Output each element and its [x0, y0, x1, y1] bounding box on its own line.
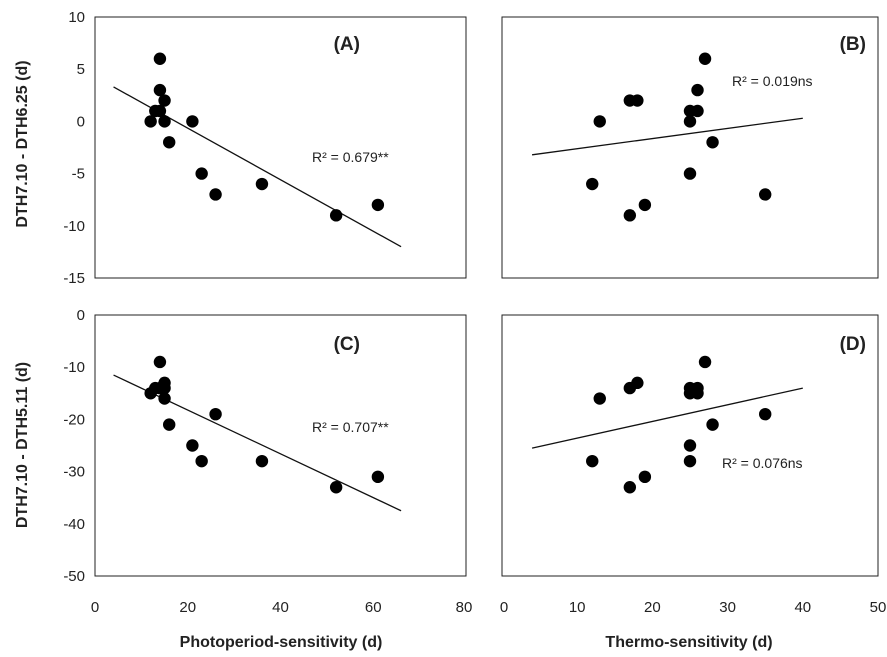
data-point: [153, 104, 167, 118]
panel-label-b: (B): [840, 34, 866, 55]
y-axis-title-top: DTH7.10 - DTH6.25 (d): [14, 60, 31, 227]
plot-frame-a: [94, 16, 467, 279]
data-point: [209, 407, 222, 421]
r-squared-label-d: R² = 0.076ns: [722, 455, 803, 471]
data-point: [371, 470, 385, 484]
trendline-d: [531, 387, 803, 449]
data-point: [706, 418, 719, 431]
data-point: [683, 115, 697, 128]
y-tick-label: -40: [63, 516, 85, 533]
data-point: [163, 418, 176, 431]
data-point: [195, 454, 208, 468]
data-point: [698, 355, 712, 369]
x-tick-label: 20: [179, 599, 196, 616]
data-point: [593, 115, 606, 128]
x-tick-label: 40: [794, 599, 811, 616]
data-point: [158, 381, 171, 395]
x-tick-label: 40: [272, 599, 289, 616]
data-point: [186, 439, 199, 452]
data-point: [586, 177, 599, 191]
data-point: [255, 454, 269, 468]
panel-c: 0 -10 -20 -30 -40 -50 (C) R² = 0.707**: [63, 307, 467, 585]
panel-d: (D) R² = 0.076ns: [501, 314, 879, 577]
panel-a: 10 5 0 -5 -10 -15 0 20 40 60 80 (A) R² = 0.679**: [63, 9, 472, 616]
data-point: [593, 392, 606, 405]
data-point: [706, 136, 719, 149]
data-point: [759, 188, 772, 201]
data-point: [631, 376, 644, 390]
r-squared-label-c: R² = 0.707**: [312, 419, 389, 435]
data-point: [329, 481, 343, 494]
x-tick-label: 0: [500, 599, 508, 616]
data-point: [255, 177, 269, 191]
data-point: [153, 52, 167, 65]
panel-label-d: (D): [840, 334, 866, 355]
trendline-b: [531, 117, 803, 156]
data-point: [195, 167, 208, 180]
data-point: [209, 188, 222, 201]
data-point: [623, 209, 637, 222]
data-point: [759, 407, 772, 421]
data-point: [153, 83, 167, 97]
data-point: [623, 481, 637, 494]
y-tick-label: -15: [63, 270, 85, 287]
data-point: [586, 454, 599, 468]
plot-frame-b: [501, 16, 879, 279]
trendline-c: [113, 374, 402, 512]
data-point: [153, 355, 167, 369]
data-point: [683, 439, 697, 452]
y-tick-label: -5: [72, 166, 85, 183]
y-tick-label: 5: [77, 61, 85, 78]
data-point: [158, 94, 171, 107]
x-tick-label: 20: [644, 599, 661, 616]
y-tick-label: 0: [77, 307, 85, 324]
data-point: [638, 470, 652, 484]
panel-label-a: (A): [334, 34, 360, 55]
y-tick-label: -10: [63, 218, 85, 235]
data-point: [683, 167, 697, 180]
y-tick-label: 10: [68, 9, 85, 26]
x-axis-title-left: Photoperiod-sensitivity (d): [180, 634, 383, 651]
data-point: [144, 115, 157, 128]
y-tick-label: 0: [77, 113, 85, 130]
x-tick-label: 60: [365, 599, 382, 616]
plot-frame-c: [94, 314, 467, 577]
data-point: [163, 136, 176, 149]
x-tick-label: 10: [569, 599, 586, 616]
data-point: [631, 94, 644, 107]
y-tick-label: -10: [63, 359, 85, 376]
data-point: [683, 454, 697, 468]
x-tick-label: 0: [91, 599, 99, 616]
data-point: [691, 83, 704, 97]
y-tick-label: -30: [63, 464, 85, 481]
x-tick-label: 30: [719, 599, 736, 616]
data-point: [329, 209, 343, 222]
data-point: [698, 52, 712, 65]
x-tick-label: 50: [870, 599, 887, 616]
data-point: [186, 115, 199, 128]
data-point: [158, 392, 171, 405]
x-axis-title-right: Thermo-sensitivity (d): [605, 634, 772, 651]
data-point: [638, 198, 652, 212]
plot-frame-d: [501, 314, 879, 577]
y-tick-label: -50: [63, 568, 85, 585]
panel-b: 0 10 20 30 40 50 (B) R² = 0.019ns: [500, 16, 887, 616]
data-point: [691, 104, 704, 118]
r-squared-label-b: R² = 0.019ns: [732, 73, 813, 89]
y-tick-label: -20: [63, 411, 85, 428]
data-point: [158, 115, 171, 128]
x-tick-label: 80: [456, 599, 473, 616]
r-squared-label-a: R² = 0.679**: [312, 149, 389, 165]
y-axis-title-bottom: DTH7.10 - DTH5.11 (d): [14, 362, 31, 528]
data-point: [691, 387, 704, 400]
panel-label-c: (C): [334, 334, 360, 355]
data-point: [371, 198, 385, 212]
